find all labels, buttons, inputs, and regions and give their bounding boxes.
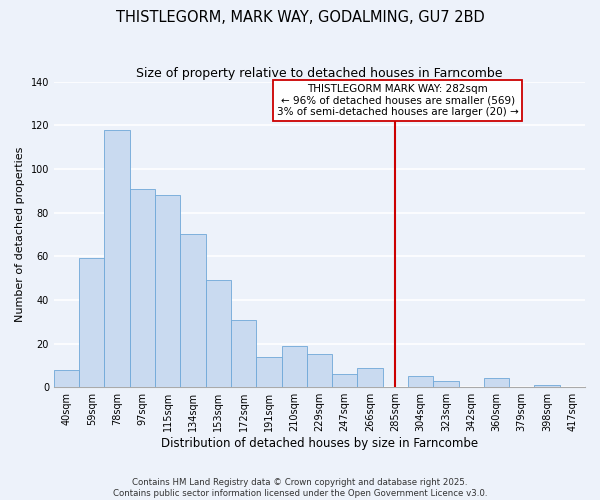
Bar [155, 195, 181, 387]
Text: Contains HM Land Registry data © Crown copyright and database right 2025.
Contai: Contains HM Land Registry data © Crown c… [113, 478, 487, 498]
Bar [256, 356, 281, 387]
Bar [358, 368, 383, 387]
Bar [54, 370, 79, 387]
Bar [281, 346, 307, 387]
Bar [332, 374, 358, 387]
Bar [79, 258, 104, 387]
Y-axis label: Number of detached properties: Number of detached properties [15, 147, 25, 322]
Text: THISTLEGORM, MARK WAY, GODALMING, GU7 2BD: THISTLEGORM, MARK WAY, GODALMING, GU7 2B… [116, 10, 484, 25]
Bar [535, 385, 560, 387]
Bar [181, 234, 206, 387]
Bar [307, 354, 332, 387]
Bar [231, 320, 256, 387]
Text: THISTLEGORM MARK WAY: 282sqm
← 96% of detached houses are smaller (569)
3% of se: THISTLEGORM MARK WAY: 282sqm ← 96% of de… [277, 84, 519, 117]
Bar [206, 280, 231, 387]
Bar [408, 376, 433, 387]
Bar [433, 380, 458, 387]
Bar [130, 188, 155, 387]
X-axis label: Distribution of detached houses by size in Farncombe: Distribution of detached houses by size … [161, 437, 478, 450]
Title: Size of property relative to detached houses in Farncombe: Size of property relative to detached ho… [136, 68, 503, 80]
Bar [104, 130, 130, 387]
Bar [484, 378, 509, 387]
